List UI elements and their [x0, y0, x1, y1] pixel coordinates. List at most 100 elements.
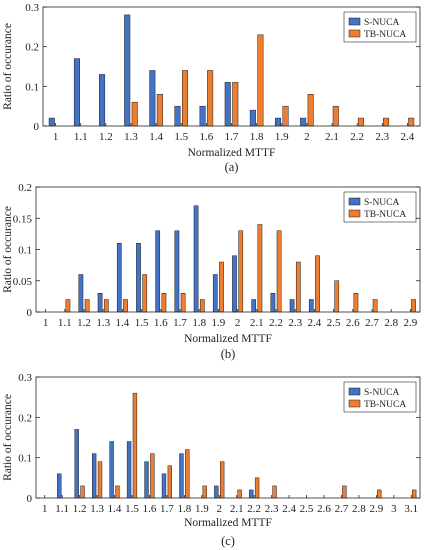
x-axis-label: Normalized MTTF — [184, 333, 272, 345]
x-tick-label: 2.9 — [404, 317, 418, 329]
y-tick-label: 0.2 — [18, 182, 32, 194]
bar-tb-nuca — [180, 293, 186, 313]
x-tick-label: 1.2 — [77, 317, 91, 329]
y-tick-label: 0.3 — [25, 2, 39, 14]
bar-tb-nuca — [123, 299, 128, 313]
x-tick-label: 1.3 — [96, 317, 110, 329]
x-tick-label: 1.9 — [212, 317, 226, 329]
x-tick-label: 2.1 — [250, 317, 264, 329]
x-tick-label: 1.1 — [74, 131, 88, 143]
bar-s-nuca — [149, 70, 156, 127]
bar-tb-nuca — [132, 392, 138, 499]
y-tick-label: 0.1 — [18, 453, 32, 465]
x-tick-label: 1.6 — [199, 131, 213, 143]
y-tick-label: 0.1 — [18, 245, 32, 257]
x-tick-label: 1.4 — [149, 131, 163, 143]
bar-tb-nuca — [307, 94, 314, 127]
x-tick-label: 1.3 — [124, 131, 138, 143]
bar-tb-nuca — [150, 453, 155, 499]
y-tick-label: 0 — [27, 307, 33, 319]
bar-tb-nuca — [237, 489, 242, 499]
bar-s-nuca — [199, 105, 206, 127]
bar-s-nuca — [136, 243, 141, 313]
x-tick-label: 2 — [235, 317, 241, 329]
bar-s-nuca — [92, 453, 97, 499]
x-tick-label: 2.2 — [350, 131, 364, 143]
bar-s-nuca — [300, 117, 307, 127]
y-tick-label: 0.3 — [18, 372, 32, 384]
bar-tb-nuca — [372, 299, 378, 313]
y-tick-label: 0.15 — [13, 213, 33, 225]
bar-tb-nuca — [238, 230, 244, 313]
bar-s-nuca — [161, 473, 167, 499]
x-tick-label: 1.2 — [73, 503, 87, 515]
bar-tb-nuca — [276, 230, 282, 313]
x-tick-label: 2.6 — [317, 503, 331, 515]
chart-panel-1: 0 0.1 0.2 0.3 1 1.1 1.2 1.3 1.4 1.5 1.6 1.7 1.8 1.9 2 2… — [2, 2, 421, 174]
x-tick-label: 2.1 — [325, 131, 339, 143]
y-tick-label: 0.2 — [25, 42, 39, 54]
x-tick-label: 2.3 — [288, 317, 302, 329]
bar-tb-nuca — [161, 293, 167, 313]
x-tick-label: 2.2 — [247, 503, 261, 515]
legend-label: TB-NUCA — [364, 210, 406, 220]
legend: S-NUCA TB-NUCA — [343, 11, 417, 43]
bar-s-nuca — [193, 205, 199, 313]
legend-swatch-s-nuca — [348, 387, 361, 396]
x-tick-label: 3.1 — [404, 503, 418, 515]
x-tick-label: 1.9 — [195, 503, 209, 515]
panel-caption: (b) — [221, 347, 236, 361]
legend: S-NUCA TB-NUCA — [343, 381, 417, 413]
x-tick-label: 2.7 — [335, 503, 349, 515]
y-tick-label: 0 — [34, 121, 40, 133]
x-tick-label: 1.8 — [177, 503, 191, 515]
bar-tb-nuca — [156, 94, 163, 127]
bar-s-nuca — [274, 117, 282, 127]
bar-tb-nuca — [80, 485, 85, 499]
x-tick-label: 1 — [42, 503, 48, 515]
bar-s-nuca — [179, 453, 184, 499]
y-tick-label: 0.2 — [18, 412, 32, 424]
bar-tb-nuca — [202, 485, 207, 499]
x-tick-label: 2.2 — [269, 317, 283, 329]
bar-s-nuca — [97, 293, 103, 313]
x-tick-label: 2.1 — [230, 503, 244, 515]
bar-tb-nuca — [219, 261, 224, 313]
legend-swatch-tb-nuca — [348, 29, 361, 38]
legend-swatch-s-nuca — [348, 197, 361, 206]
bar-tb-nuca — [353, 293, 359, 313]
x-tick-label: 1.1 — [55, 503, 69, 515]
x-tick-label: 2.5 — [300, 503, 314, 515]
x-tick-label: 1.7 — [160, 503, 174, 515]
x-axis-label: Normalized MTTF — [184, 517, 272, 529]
legend-label: S-NUCA — [364, 18, 400, 28]
x-tick-label: 2 — [304, 131, 310, 143]
x-tick-label: 2.7 — [365, 317, 379, 329]
bar-tb-nuca — [115, 485, 120, 499]
x-tick-label: 1.4 — [108, 503, 122, 515]
y-tick-label: 0 — [27, 493, 33, 505]
x-tick-label: 1.9 — [275, 131, 289, 143]
bar-tb-nuca — [167, 465, 173, 499]
bar-s-nuca — [249, 489, 254, 499]
bar-tb-nuca — [220, 461, 225, 499]
bar-tb-nuca — [257, 34, 264, 127]
legend-swatch-tb-nuca — [348, 209, 361, 218]
bar-s-nuca — [109, 441, 114, 499]
x-tick-label: 1.8 — [192, 317, 206, 329]
bar-tb-nuca — [185, 449, 190, 499]
panel-caption: (c) — [221, 534, 235, 548]
chart-panel-3: 00.10.20.31 1.1 1.2 1.3 1.4 1.5 1.6 1.7 1.8 1.9 2 2… — [2, 372, 421, 548]
y-axis-label: Ratio of occurance — [2, 23, 14, 110]
bar-tb-nuca — [142, 274, 148, 313]
x-tick-label: 2.8 — [384, 317, 398, 329]
bar-tb-nuca — [342, 485, 347, 499]
bar-tb-nuca — [272, 485, 277, 499]
legend-label: TB-NUCA — [364, 30, 406, 40]
bar-s-nuca — [57, 473, 62, 499]
bar-tb-nuca — [181, 70, 189, 127]
x-axis-label: Normalized MTTF — [188, 147, 276, 159]
bar-s-nuca — [214, 485, 219, 499]
bar-s-nuca — [155, 230, 161, 313]
x-tick-label: 2.9 — [369, 503, 383, 515]
